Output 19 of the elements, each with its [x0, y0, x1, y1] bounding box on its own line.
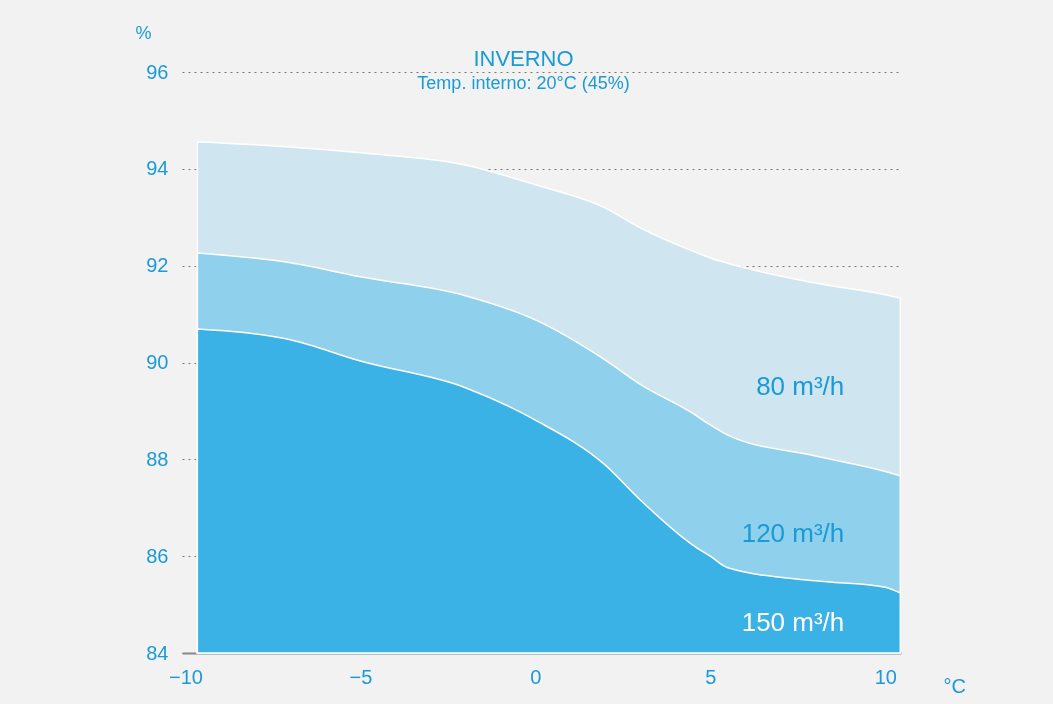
y-tick-label: 96	[146, 60, 169, 83]
x-tick-label: −10	[169, 665, 203, 688]
series-label: 80 m³/h	[756, 370, 845, 401]
series-label: 150 m³/h	[741, 606, 845, 637]
chart-subtitle: Temp. interno: 20°C (45%)	[417, 73, 630, 93]
x-tick-label: 0	[530, 665, 542, 688]
series-label: 120 m³/h	[741, 518, 845, 549]
y-tick-label: 90	[146, 351, 169, 373]
chart-title: INVERNO	[473, 46, 574, 71]
x-tick-label: 10	[874, 665, 897, 688]
y-tick-label: 86	[146, 544, 169, 567]
x-tick-label: −5	[349, 665, 373, 688]
y-tick-label: 84	[146, 641, 169, 664]
y-axis-title: %	[135, 22, 152, 43]
y-tick-label: 94	[146, 157, 169, 180]
y-tick-label: 92	[146, 254, 169, 277]
x-tick-label: 5	[705, 665, 717, 688]
x-axis-title: °C	[943, 674, 966, 697]
y-tick-label: 88	[146, 447, 169, 470]
